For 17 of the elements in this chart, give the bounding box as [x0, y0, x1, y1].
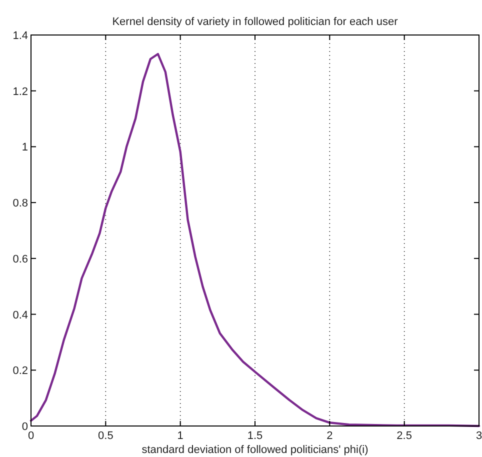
y-tick-label: 1	[22, 142, 28, 154]
line-series	[30, 52, 480, 428]
y-tick-label: 0.2	[12, 365, 28, 378]
x-tick-label: 3	[476, 430, 482, 442]
x-tick-label: 0.5	[98, 430, 114, 442]
y-tick-label: 1.2	[12, 86, 28, 98]
x-tick-label: 2	[326, 430, 333, 442]
y-tick-label: 0	[22, 421, 28, 433]
x-axis-title: standard deviation of followed politicians' phi(i)	[142, 444, 368, 456]
x-tick-label: 2.5	[396, 430, 412, 442]
y-tick-label: 1.4	[12, 30, 28, 42]
chart-title: Kernel density of variety in followed politician for each user	[112, 16, 398, 28]
x-tick-label: 1.5	[247, 430, 263, 442]
y-tick-label: 0.8	[12, 198, 28, 210]
y-tick-label: 0.6	[12, 253, 28, 266]
y-tick-label: 0.4	[12, 309, 28, 322]
x-tick-label: 1	[177, 430, 184, 442]
